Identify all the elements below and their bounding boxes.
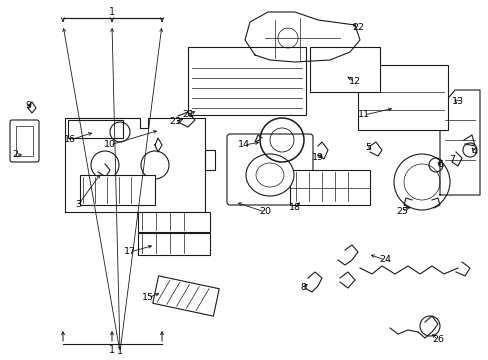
Text: 1: 1 xyxy=(117,347,123,356)
Bar xyxy=(68,120,123,138)
Polygon shape xyxy=(65,118,215,212)
Text: 11: 11 xyxy=(357,111,369,120)
Text: 23: 23 xyxy=(168,117,181,126)
Text: 18: 18 xyxy=(288,203,301,212)
Text: 10: 10 xyxy=(104,140,116,149)
Text: 14: 14 xyxy=(238,140,249,149)
Text: 25: 25 xyxy=(395,207,407,216)
Text: 13: 13 xyxy=(451,98,463,107)
FancyBboxPatch shape xyxy=(152,276,219,316)
Text: 1: 1 xyxy=(109,7,115,17)
Text: 12: 12 xyxy=(348,77,360,86)
Bar xyxy=(80,175,155,205)
Text: 19: 19 xyxy=(311,153,324,162)
Polygon shape xyxy=(244,12,359,62)
Text: 24: 24 xyxy=(378,256,390,265)
Text: 4: 4 xyxy=(471,148,477,157)
Ellipse shape xyxy=(245,154,293,196)
FancyBboxPatch shape xyxy=(187,47,305,115)
Text: 22: 22 xyxy=(351,23,363,32)
FancyBboxPatch shape xyxy=(226,134,312,205)
Bar xyxy=(357,65,447,130)
Text: 9: 9 xyxy=(25,102,31,111)
Ellipse shape xyxy=(256,163,284,187)
Text: 20: 20 xyxy=(259,207,270,216)
Bar xyxy=(138,233,209,255)
Text: 1: 1 xyxy=(109,345,115,355)
Text: 6: 6 xyxy=(436,161,442,170)
Polygon shape xyxy=(439,90,479,195)
Text: 5: 5 xyxy=(364,144,370,153)
Text: 3: 3 xyxy=(75,201,81,210)
Bar xyxy=(289,170,369,205)
FancyBboxPatch shape xyxy=(10,120,39,162)
Text: 15: 15 xyxy=(142,293,154,302)
Text: 16: 16 xyxy=(64,135,76,144)
Text: 26: 26 xyxy=(431,336,443,345)
Text: 7: 7 xyxy=(448,156,454,165)
Text: 2: 2 xyxy=(12,150,18,159)
Bar xyxy=(16,126,33,156)
Bar xyxy=(138,212,209,232)
Bar xyxy=(309,47,379,92)
Text: 17: 17 xyxy=(124,248,136,256)
Text: 21: 21 xyxy=(182,111,194,120)
Text: 8: 8 xyxy=(299,284,305,292)
